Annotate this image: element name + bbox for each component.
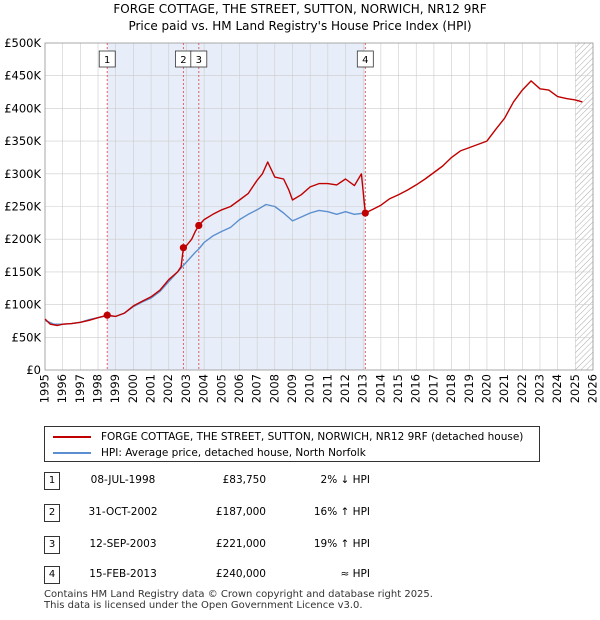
y-tick-label: £250K: [4, 200, 41, 214]
sale-hpi-comparison: 16% ↑ HPI: [313, 506, 370, 518]
sale-marker-number: 1: [104, 55, 110, 66]
x-tick-label: 2009: [285, 374, 299, 403]
y-tick-label: £450K: [4, 69, 41, 83]
legend-item-property: FORGE COTTAGE, THE STREET, SUTTON, NORWI…: [53, 430, 523, 444]
x-tick-label: 2006: [232, 374, 246, 403]
x-tick-label: 2020: [479, 374, 493, 403]
y-tick-label: £150K: [4, 265, 41, 279]
sale-row: 3 12-SEP-2003 £221,000 19% ↑ HPI: [44, 536, 374, 554]
y-tick-label: £0: [26, 363, 41, 377]
x-tick-label: 2014: [373, 374, 387, 403]
x-tick-label: 2003: [179, 374, 193, 403]
sale-price: £221,000: [215, 538, 266, 550]
x-tick-label: 2001: [144, 374, 158, 403]
x-tick-label: 2015: [391, 374, 405, 403]
plot-frame: [44, 42, 594, 371]
chart-title-line1: FORGE COTTAGE, THE STREET, SUTTON, NORWI…: [113, 2, 487, 16]
sale-marker-number: 3: [196, 55, 202, 66]
legend-item-hpi: HPI: Average price, detached house, Nort…: [53, 446, 366, 460]
sale-date: 12-SEP-2003: [89, 538, 157, 550]
x-tick-label: 1998: [91, 374, 105, 403]
x-tick-label: 2002: [161, 374, 175, 403]
x-tick-label: 2022: [515, 374, 529, 403]
sale-point: [361, 209, 369, 217]
y-tick-label: £50K: [12, 330, 42, 344]
legend-swatch-hpi: [53, 452, 91, 454]
y-tick-label: £500K: [4, 36, 41, 50]
footer-copyright: Contains HM Land Registry data © Crown c…: [44, 589, 433, 600]
x-tick-label: 2016: [409, 374, 423, 403]
x-tick-label: 2011: [320, 374, 334, 403]
sale-hpi-comparison: 2% ↓ HPI: [320, 474, 370, 486]
sale-price: £83,750: [222, 474, 266, 486]
footer-licence: This data is licensed under the Open Gov…: [44, 600, 363, 611]
sale-price: £240,000: [215, 568, 266, 580]
x-tick-label: 2007: [250, 374, 264, 403]
sale-date: 15-FEB-2013: [89, 568, 157, 580]
sale-marker-box: [98, 50, 116, 68]
price-chart: £0 £50K £100K £150K £200K £250K £300K £350K £400…: [4, 36, 600, 403]
x-tick-label: 2008: [267, 374, 281, 403]
x-tick-label: 2019: [462, 374, 476, 403]
sale-date: 31-OCT-2002: [88, 506, 158, 518]
y-tick-label: £300K: [4, 167, 41, 181]
legend-swatch-property: [53, 436, 91, 438]
sale-number-badge: 3: [44, 536, 60, 554]
x-tick-label: 2018: [444, 374, 458, 403]
y-tick-label: £200K: [4, 232, 41, 246]
chart-title-line2: Price paid vs. HM Land Registry's House …: [128, 19, 472, 33]
x-tick-label: 2021: [497, 374, 511, 403]
x-tick-label: 2024: [550, 374, 564, 403]
legend-label-hpi: HPI: Average price, detached house, Nort…: [101, 447, 366, 459]
x-tick-label: 2026: [586, 374, 600, 403]
y-tick-label: £100K: [4, 298, 41, 312]
sale-number-badge: 1: [44, 472, 60, 490]
sale-marker-number: 4: [362, 55, 368, 66]
x-tick-label: 2017: [426, 374, 440, 403]
sale-number-badge: 2: [44, 504, 60, 522]
sale-row: 1 08-JUL-1998 £83,750 2% ↓ HPI: [44, 472, 374, 490]
x-tick-label: 1997: [73, 374, 87, 403]
sale-price: £187,000: [215, 506, 266, 518]
x-tick-label: 2004: [197, 374, 211, 403]
sale-date: 08-JUL-1998: [90, 474, 156, 486]
sale-hpi-comparison: 19% ↑ HPI: [313, 538, 370, 550]
sale-number-badge: 4: [44, 566, 60, 584]
x-tick-label: 2000: [126, 374, 140, 403]
y-tick-label: £400K: [4, 101, 41, 115]
x-tick-label: 2012: [338, 374, 352, 403]
property-series-line: [44, 80, 583, 327]
sale-hpi-comparison: ≈ HPI: [340, 568, 370, 580]
x-tick-label: 2013: [356, 374, 370, 403]
x-tick-label: 1996: [55, 374, 69, 403]
sale-point: [195, 221, 203, 230]
sale-marker-number: 2: [180, 55, 186, 66]
legend: FORGE COTTAGE, THE STREET, SUTTON, NORWI…: [44, 426, 540, 462]
x-tick-label: 2010: [303, 374, 317, 403]
x-tick-label: 1995: [38, 374, 52, 403]
footer: Contains HM Land Registry data © Crown c…: [44, 589, 433, 611]
sale-point: [179, 244, 188, 252]
sale-marker-box: [190, 50, 208, 68]
x-tick-label: 2005: [214, 374, 228, 403]
x-tick-label: 2023: [532, 374, 546, 403]
y-tick-label: £350K: [4, 134, 41, 148]
sale-row: 2 31-OCT-2002 £187,000 16% ↑ HPI: [44, 504, 374, 522]
sale-row: 4 15-FEB-2013 £240,000 ≈ HPI: [44, 566, 374, 584]
legend-label-property: FORGE COTTAGE, THE STREET, SUTTON, NORWI…: [101, 431, 524, 443]
x-tick-label: 2025: [568, 374, 582, 403]
sale-marker-box: [356, 50, 374, 68]
x-tick-label: 1999: [108, 374, 122, 403]
sale-point: [103, 311, 111, 319]
